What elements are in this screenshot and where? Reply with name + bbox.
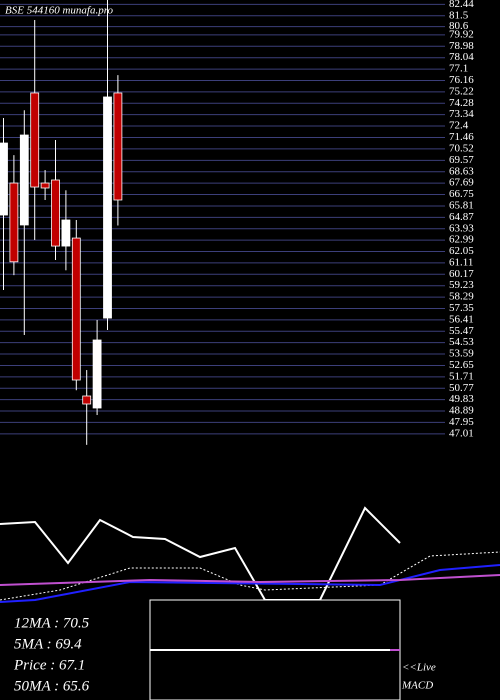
y-tick-label: 68.63 [449,165,474,177]
y-tick-label: 69.57 [449,154,474,166]
macd-line [0,564,500,603]
avg-line [0,574,500,586]
candle-body [61,219,71,247]
y-tick-label: 62.99 [449,234,474,246]
y-tick-label: 78.04 [449,51,474,63]
y-tick-label: 65.81 [449,199,474,211]
y-tick-label: 67.69 [449,177,474,189]
candle-body [30,92,40,188]
candle-body [51,179,60,247]
y-tick-label: 63.93 [449,222,474,234]
indicator: 50MA : 65.6 [14,678,90,694]
candle-body [9,182,19,263]
candle-body [71,237,81,381]
y-tick-label: 73.34 [449,108,474,120]
y-tick-label: 55.47 [449,325,474,337]
candles [0,0,123,445]
y-tick-label: 81.5 [449,9,469,21]
y-tick-label: 47.01 [449,427,474,439]
y-tick-label: 58.29 [449,291,474,303]
y-tick-label: 52.65 [449,359,474,371]
y-tick-label: 70.52 [449,142,474,154]
y-tick-label: 76.16 [449,74,474,86]
candle-body [19,134,29,226]
candle-body [0,142,8,216]
y-tick-label: 74.28 [449,97,474,109]
y-tick-label: 59.23 [449,279,474,291]
candle-body [82,395,92,405]
candle-body [92,339,102,409]
candle-body [113,92,123,201]
y-tick-label: 57.35 [449,302,474,314]
y-tick-label: 54.53 [449,336,474,348]
y-tick-label: 56.41 [449,313,474,325]
y-tick-label: 78.98 [449,40,474,52]
y-tick-label: 50.77 [449,382,474,394]
y-tick-label: 80.6 [449,20,469,32]
indicator: Price : 67.1 [13,657,85,673]
y-tick-label: 79.92 [449,28,474,40]
y-tick-label: 49.83 [449,393,474,405]
y-tick-label: 60.17 [449,268,474,280]
y-tick-label: 61.11 [449,256,473,268]
y-tick-label: 71.46 [449,131,474,143]
y-tick-label: 62.05 [449,245,474,257]
candle-body [103,96,112,319]
y-tick-label: 72.4 [449,120,469,132]
indicator: 5MA : 69.4 [14,636,82,652]
y-tick-label: 64.87 [449,211,474,223]
macd-label: MACD [401,680,433,692]
candle-body [40,182,50,189]
y-tick-label: 77.1 [449,63,468,75]
y-tick-label: 47.95 [449,416,474,428]
y-tick-label: 53.59 [449,348,474,360]
y-tick-label: 75.22 [449,85,474,97]
live-label: <<Live [402,662,436,674]
y-tick-label: 82.44 [449,0,474,10]
y-tick-label: 51.71 [449,370,474,382]
y-tick-label: 48.89 [449,405,474,417]
indicator: 12MA : 70.5 [14,615,90,631]
chart-title: BSE 544160 munafa.pro [5,5,114,17]
y-tick-label: 66.75 [449,188,474,200]
